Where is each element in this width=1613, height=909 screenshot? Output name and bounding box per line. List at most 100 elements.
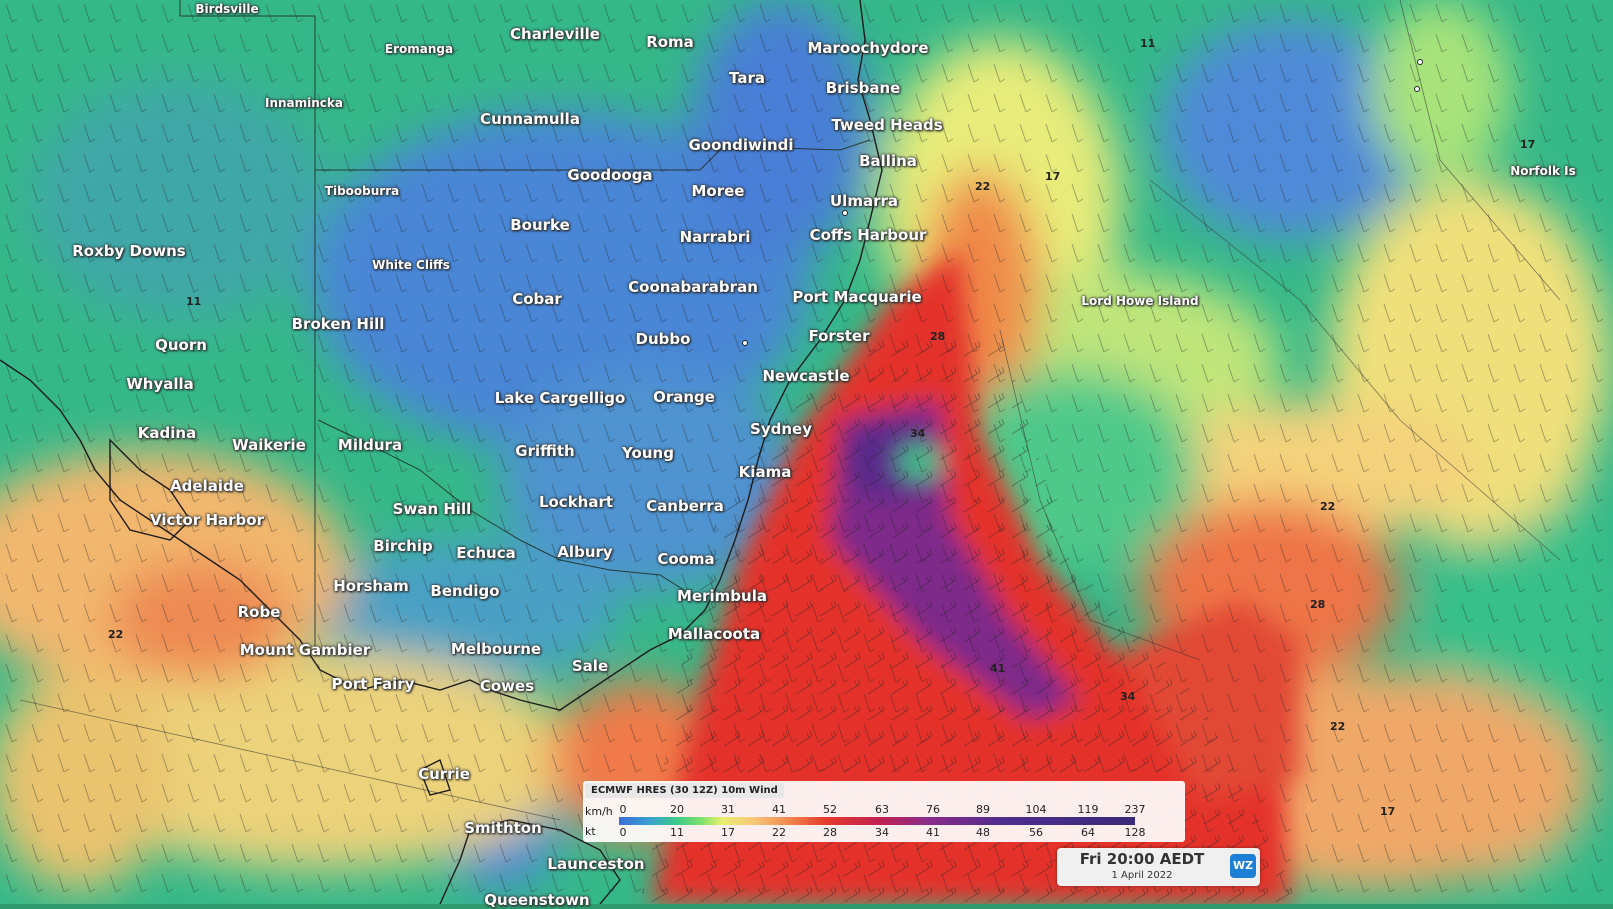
place-label-cowes: Cowes <box>479 677 535 695</box>
contour-label-22: 22 <box>975 180 990 193</box>
place-label-ballina: Ballina <box>859 152 917 170</box>
legend-color-bar <box>619 817 1135 825</box>
legend-kmh-tick: 52 <box>823 803 837 816</box>
contour-label-17: 17 <box>1045 170 1060 183</box>
place-label-narrabri: Narrabri <box>679 228 751 246</box>
place-label-merimbula: Merimbula <box>677 587 767 605</box>
place-label-ulmarra: Ulmarra <box>830 192 898 210</box>
place-label-goodooga: Goodooga <box>567 166 653 184</box>
place-label-young: Young <box>622 444 674 462</box>
contour-label-11b: 11 <box>186 295 201 308</box>
place-label-smithton: Smithton <box>464 819 542 837</box>
valid-time: Fri 20:00 AEDT <box>1079 850 1205 868</box>
legend-kt-tick: 128 <box>1124 826 1146 839</box>
place-label-horsham: Horsham <box>333 577 409 595</box>
place-label-mildura: Mildura <box>337 436 403 454</box>
contours <box>19 0 1561 821</box>
place-label-cunnamulla: Cunnamulla <box>480 110 580 128</box>
legend: ECMWF HRES (30 12Z) 10m Wind km/h kt 0 20… <box>583 781 1185 842</box>
place-label-victor-harbor: Victor Harbor <box>150 511 264 529</box>
place-label-innamincka: Innamincka <box>265 96 343 110</box>
legend-kmh-unit: km/h <box>585 805 613 818</box>
legend-kmh-tick: 89 <box>976 803 990 816</box>
legend-kmh-tick: 63 <box>875 803 889 816</box>
legend-kmh-tick: 104 <box>1025 803 1047 816</box>
contour-label-41: 41 <box>990 662 1005 675</box>
contour-label-17c: 17 <box>1520 138 1535 151</box>
place-label-white-cliffs: White Cliffs <box>372 258 450 272</box>
place-label-port-fairy: Port Fairy <box>331 675 415 693</box>
place-label-queenstown: Queenstown <box>484 891 590 909</box>
wz-logo-icon[interactable]: WZ <box>1230 854 1256 878</box>
place-label-coffs-harbour: Coffs Harbour <box>809 226 927 244</box>
place-label-roxby-downs: Roxby Downs <box>72 242 186 260</box>
place-label-birdsville: Birdsville <box>195 2 259 16</box>
place-label-griffith: Griffith <box>515 442 575 460</box>
place-label-sale: Sale <box>571 657 609 675</box>
contour-label-28b: 28 <box>1310 598 1325 611</box>
place-label-newcastle: Newcastle <box>762 367 850 385</box>
tasmania-coast <box>439 819 621 904</box>
place-label-roma: Roma <box>646 33 694 51</box>
place-label-eromanga: Eromanga <box>384 42 454 56</box>
place-label-quorn: Quorn <box>155 336 207 354</box>
place-label-sydney: Sydney <box>750 420 812 438</box>
place-label-mallacoota: Mallacoota <box>667 625 761 643</box>
place-label-kiama: Kiama <box>738 463 792 481</box>
place-label-maroochydore: Maroochydore <box>807 39 929 57</box>
legend-kt-tick: 41 <box>926 826 940 839</box>
place-label-charleville: Charleville <box>510 25 600 43</box>
place-label-norfolk-is: Norfolk Is <box>1510 164 1576 178</box>
place-label-birchip: Birchip <box>373 537 433 555</box>
legend-kmh-tick: 41 <box>772 803 786 816</box>
legend-kmh-tick: 119 <box>1077 803 1099 816</box>
legend-kt-tick: 22 <box>772 826 786 839</box>
legend-kt-unit: kt <box>585 825 596 838</box>
place-label-lake-cargelligo: Lake Cargelligo <box>494 389 626 407</box>
place-label-dubbo: Dubbo <box>635 330 691 348</box>
legend-kt-tick: 64 <box>1081 826 1095 839</box>
state-borders <box>179 0 871 650</box>
mainland-coast <box>0 0 883 711</box>
legend-kt-tick: 56 <box>1029 826 1043 839</box>
place-label-kadina: Kadina <box>137 424 197 442</box>
place-label-whyalla: Whyalla <box>126 375 194 393</box>
valid-time-box: Fri 20:00 AEDT 1 April 2022 WZ <box>1057 848 1260 886</box>
place-label-goondiwindi: Goondiwindi <box>688 136 794 154</box>
contour-label-34b: 34 <box>1120 690 1136 703</box>
legend-title: ECMWF HRES (30 12Z) 10m Wind <box>585 783 784 798</box>
place-label-launceston: Launceston <box>547 855 645 873</box>
place-label-coonabarabran: Coonabarabran <box>628 278 758 296</box>
place-label-currie: Currie <box>418 765 470 783</box>
legend-kt-tick: 28 <box>823 826 837 839</box>
legend-kt-tick: 11 <box>670 826 684 839</box>
contour-labels: 11 17 22 28 34 41 22 28 22 17 11 17 34 2… <box>108 37 1535 818</box>
legend-kmh-tick: 0 <box>619 803 627 816</box>
place-label-tara: Tara <box>729 69 765 87</box>
coastline <box>0 0 883 904</box>
place-label-albury: Albury <box>557 543 613 561</box>
legend-kt-tick: 0 <box>619 826 627 839</box>
legend-kt-tick: 17 <box>721 826 735 839</box>
place-label-orange: Orange <box>653 388 715 406</box>
place-label-swan-hill: Swan Hill <box>392 500 472 518</box>
legend-kt-tick: 34 <box>875 826 889 839</box>
legend-kmh-tick: 20 <box>670 803 684 816</box>
place-label-waikerie: Waikerie <box>232 436 306 454</box>
place-label-bendigo: Bendigo <box>430 582 500 600</box>
place-label-lockhart: Lockhart <box>538 493 614 511</box>
place-label-bourke: Bourke <box>510 216 570 234</box>
contour-label-34: 34 <box>910 427 926 440</box>
place-label-adelaide: Adelaide <box>170 477 244 495</box>
place-label-cooma: Cooma <box>657 550 715 568</box>
contour-label-22b: 22 <box>1320 500 1335 513</box>
contour-label-17b: 17 <box>1380 805 1395 818</box>
contour-label-11: 11 <box>1140 37 1155 50</box>
location-dots <box>742 59 1423 346</box>
place-label-broken-hill: Broken Hill <box>291 315 385 333</box>
contour-label-22d: 22 <box>1330 720 1345 733</box>
place-label-lord-howe-island: Lord Howe Island <box>1081 294 1199 308</box>
place-label-melbourne: Melbourne <box>450 640 542 658</box>
